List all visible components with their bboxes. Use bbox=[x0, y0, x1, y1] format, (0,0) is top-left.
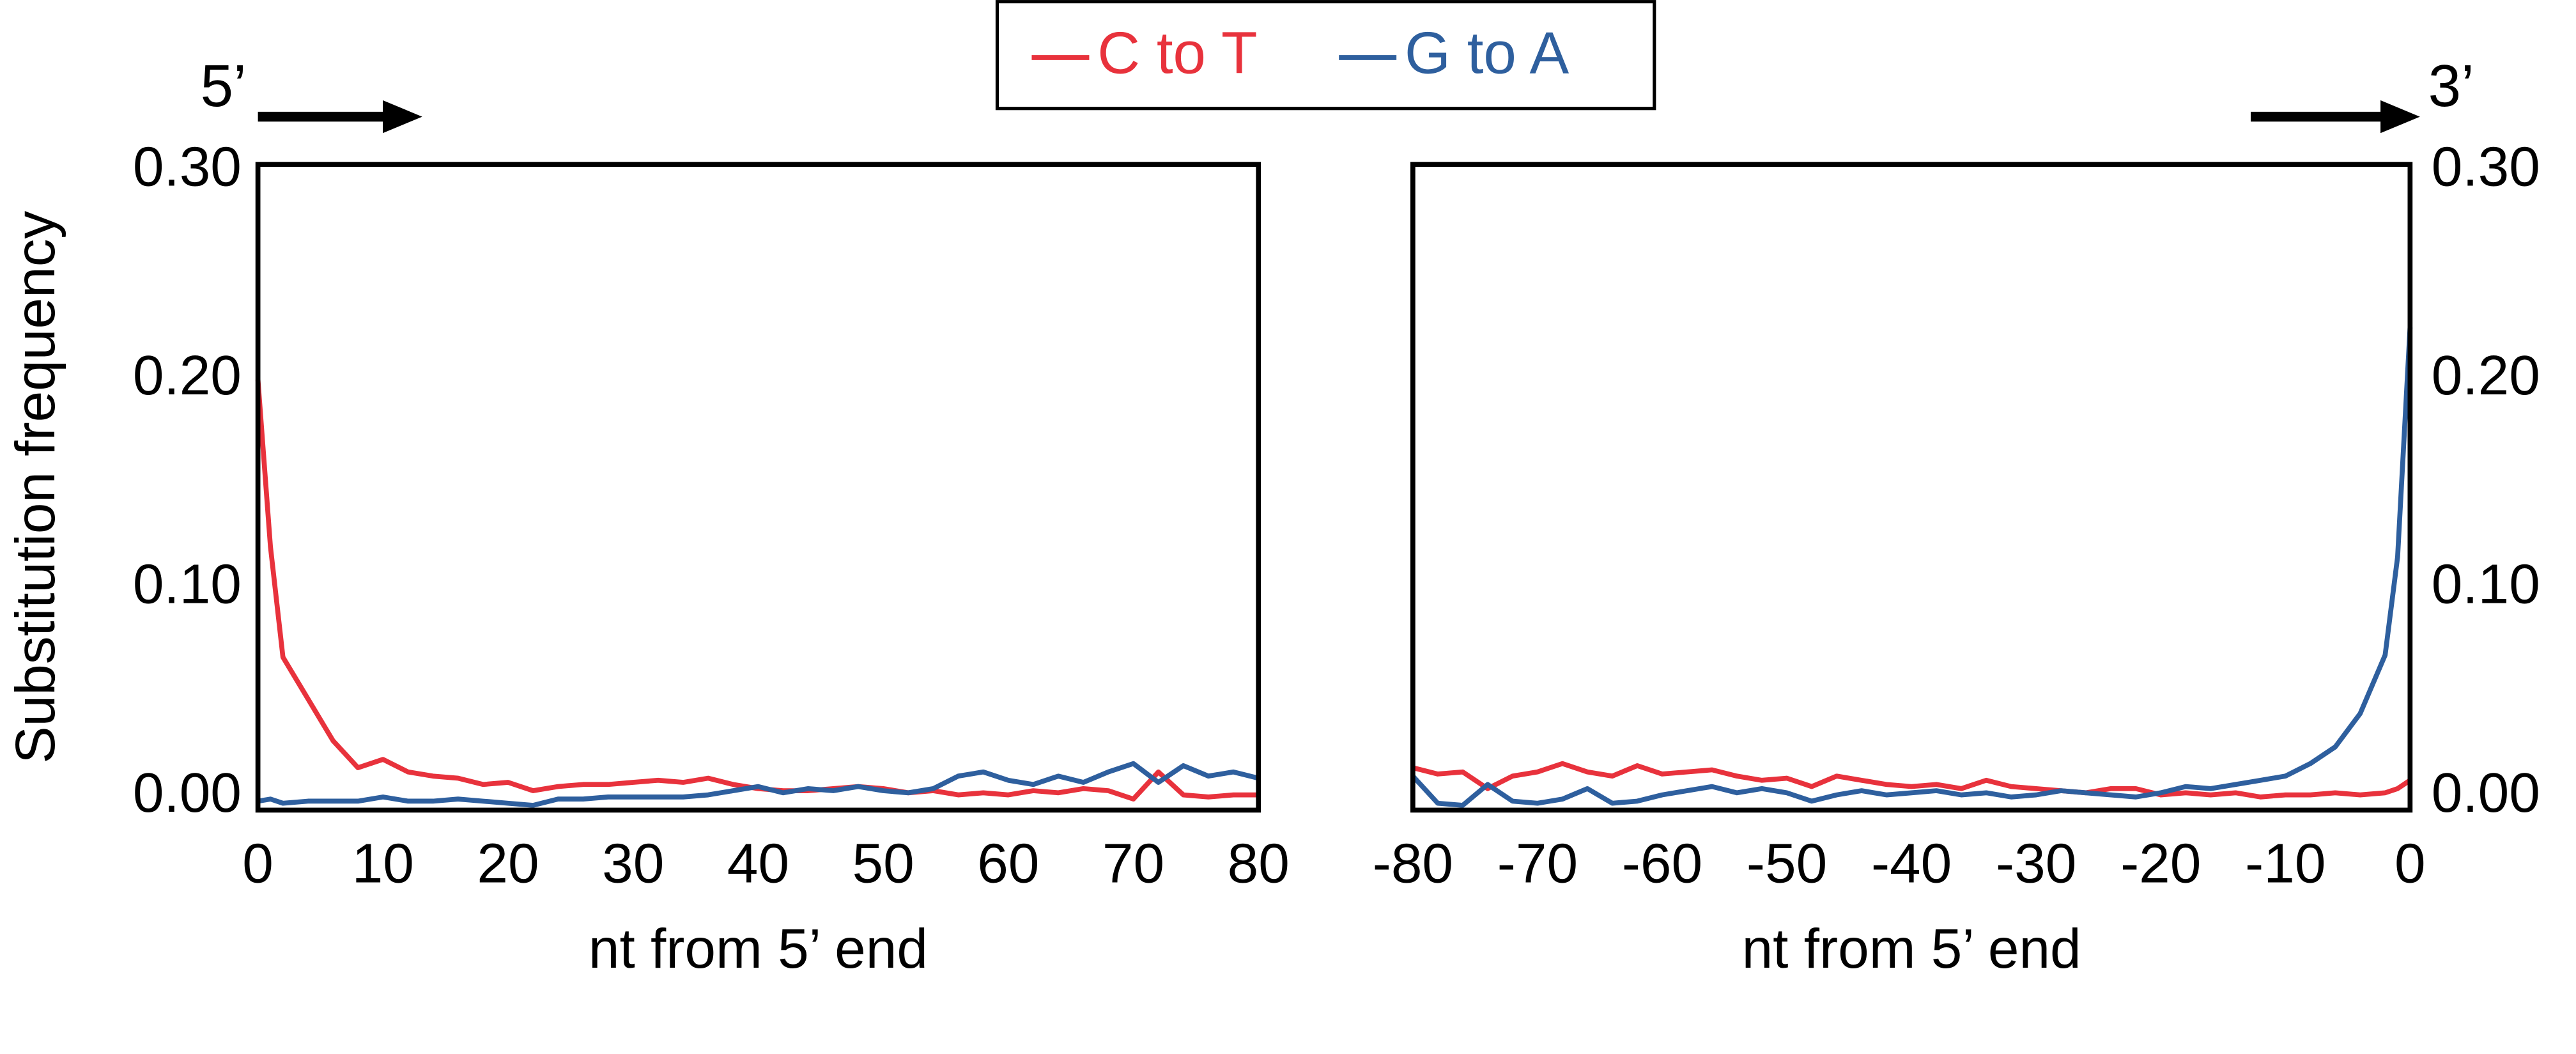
x-tick-label: 10 bbox=[352, 832, 414, 895]
y-tick-label: 0.30 bbox=[2432, 135, 2540, 198]
x-tick-label: -40 bbox=[1871, 832, 1952, 895]
x-tick-label: 50 bbox=[852, 832, 914, 895]
series-line bbox=[255, 379, 1259, 802]
x-tick-label: -70 bbox=[1497, 832, 1578, 895]
y-axis-title: Substitution frequency bbox=[4, 211, 66, 764]
x-tick-label: -80 bbox=[1373, 832, 1453, 895]
x-tick-label: 80 bbox=[1228, 832, 1290, 895]
x-tick-label: -10 bbox=[2245, 832, 2325, 895]
x-tick-label: 70 bbox=[1102, 832, 1164, 895]
plot-frame bbox=[1410, 162, 2413, 813]
x-tick-label: 20 bbox=[477, 832, 539, 895]
arrow-head bbox=[382, 100, 422, 134]
end-label: 5’ bbox=[201, 52, 247, 119]
legend-label: C to T bbox=[1097, 19, 1257, 86]
x-tick-label: -50 bbox=[1747, 832, 1827, 895]
y-tick-label: 0.20 bbox=[133, 344, 242, 407]
series-line bbox=[257, 761, 1260, 808]
x-tick-label: 40 bbox=[727, 832, 789, 895]
x-tick-label: -60 bbox=[1622, 832, 1702, 895]
x-tick-label: 0 bbox=[242, 832, 274, 895]
end-label: 3’ bbox=[2428, 52, 2474, 119]
legend-label: G to A bbox=[1405, 19, 1569, 86]
x-tick-label: -20 bbox=[2120, 832, 2201, 895]
x-tick-label: 60 bbox=[977, 832, 1039, 895]
y-tick-label: 0.00 bbox=[133, 761, 242, 824]
y-tick-label: 0.30 bbox=[133, 135, 242, 198]
series-line bbox=[1412, 761, 2412, 800]
y-tick-label: 0.10 bbox=[2432, 552, 2540, 615]
x-axis-title: nt from 5’ end bbox=[1742, 917, 2081, 980]
series-line bbox=[1411, 327, 2413, 808]
plot-frame bbox=[255, 162, 1261, 813]
arrow-head bbox=[2380, 100, 2420, 134]
legend-box bbox=[995, 0, 1656, 111]
x-axis-title: nt from 5’ end bbox=[589, 917, 928, 980]
y-tick-label: 0.20 bbox=[2432, 344, 2540, 407]
x-tick-label: -30 bbox=[1996, 832, 2076, 895]
y-tick-label: 0.10 bbox=[133, 552, 242, 615]
y-tick-label: 0.00 bbox=[2432, 761, 2540, 824]
x-tick-label: 0 bbox=[2395, 832, 2426, 895]
x-tick-label: 30 bbox=[602, 832, 664, 895]
